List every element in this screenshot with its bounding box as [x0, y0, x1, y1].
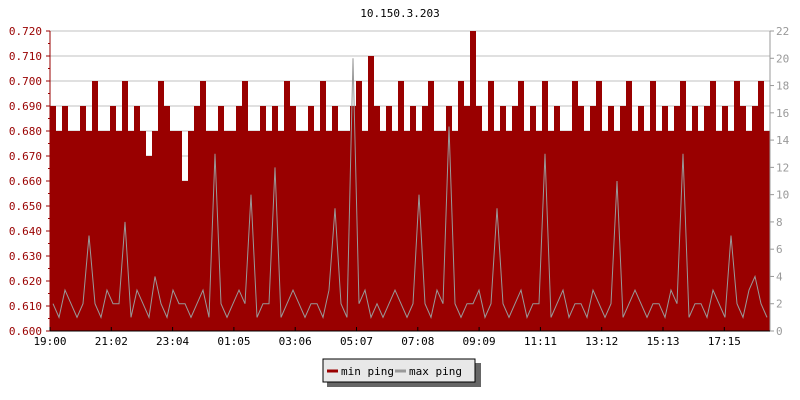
left-tick-label: 0.630 [9, 250, 42, 263]
x-tick-label: 19:00 [33, 335, 66, 348]
min-ping-area [50, 31, 770, 331]
left-tick-label: 0.610 [9, 300, 42, 313]
right-tick-label: 8 [776, 216, 783, 229]
left-tick-label: 0.620 [9, 275, 42, 288]
right-tick-label: 6 [776, 243, 783, 256]
right-tick-label: 18 [776, 80, 789, 93]
left-tick-label: 0.700 [9, 75, 42, 88]
x-tick-label: 17:15 [708, 335, 741, 348]
left-tick-label: 0.710 [9, 50, 42, 63]
right-tick-label: 0 [776, 325, 783, 338]
left-tick-label: 0.720 [9, 25, 42, 38]
x-tick-label: 03:06 [279, 335, 312, 348]
x-tick-label: 21:02 [95, 335, 128, 348]
x-tick-label: 05:07 [340, 335, 373, 348]
right-tick-label: 2 [776, 298, 783, 311]
right-tick-label: 4 [776, 270, 783, 283]
x-tick-label: 01:05 [217, 335, 250, 348]
left-tick-label: 0.650 [9, 200, 42, 213]
x-tick-label: 11:11 [524, 335, 557, 348]
left-tick-label: 0.670 [9, 150, 42, 163]
axes: 0.600 0.610 0.620 0.630 0.640 0.650 0.660 0.670… [9, 25, 790, 348]
x-tick-label: 15:13 [646, 335, 679, 348]
left-tick-label: 0.640 [9, 225, 42, 238]
plot-area [50, 31, 770, 331]
x-tick-label: 07:08 [401, 335, 434, 348]
left-tick-label: 0.680 [9, 125, 42, 138]
legend-label-max-ping: max ping [409, 365, 462, 378]
right-tick-label: 16 [776, 107, 789, 120]
x-tick-label: 23:04 [156, 335, 189, 348]
legend: min ping max ping [322, 358, 481, 387]
left-tick-label: 0.600 [9, 325, 42, 338]
left-tick-label: 0.660 [9, 175, 42, 188]
max-ping-line [52, 58, 768, 320]
right-tick-label: 10 [776, 189, 789, 202]
x-tick-label: 09:09 [463, 335, 496, 348]
left-tick-label: 0.690 [9, 100, 42, 113]
right-tick-label: 12 [776, 161, 789, 174]
chart-title: 10.150.3.203 [360, 7, 439, 20]
legend-label-min-ping: min ping [341, 365, 394, 378]
right-tick-label: 14 [776, 134, 790, 147]
right-tick-label: 22 [776, 25, 789, 38]
x-tick-label: 13:12 [585, 335, 618, 348]
right-tick-label: 20 [776, 52, 789, 65]
